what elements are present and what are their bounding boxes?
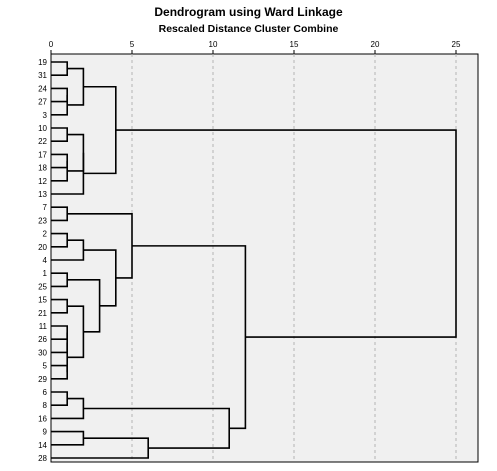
- x-tick-label: 5: [130, 40, 135, 49]
- leaf-label: 29: [38, 375, 47, 384]
- leaf-label: 8: [43, 401, 48, 410]
- dendrogram-links: [51, 61, 457, 459]
- leaf-label: 12: [38, 177, 47, 186]
- x-tick-label: 20: [371, 40, 380, 49]
- leaf-label: 18: [38, 164, 47, 173]
- merge-link: [51, 161, 68, 182]
- leaf-label: 5: [43, 362, 48, 371]
- leaf-label: 22: [38, 137, 47, 146]
- leaf-label: 14: [38, 441, 47, 450]
- leaf-label: 23: [38, 216, 47, 225]
- leaf-label: 21: [38, 309, 47, 318]
- leaf-label: 4: [43, 256, 48, 265]
- merge-link: [115, 129, 457, 338]
- leaf-label: 28: [38, 454, 47, 463]
- x-tick-label: 10: [209, 40, 218, 49]
- merge-link: [51, 95, 68, 116]
- leaf-labels: 19 31 24 27 3 10 22 17 18 12 13 7 23 2 20 4 1 25 15 21 11 26 3…: [38, 58, 47, 463]
- leaf-label: 16: [38, 414, 47, 423]
- leaf-label: 1: [43, 269, 48, 278]
- plot-background: [50, 53, 479, 463]
- leaf-label: 15: [38, 296, 47, 305]
- x-tick-label: 15: [290, 40, 299, 49]
- leaf-label: 2: [43, 230, 48, 239]
- chart-title: Dendrogram using Ward Linkage: [154, 5, 343, 19]
- leaf-label: 26: [38, 335, 47, 344]
- leaf-label: 30: [38, 348, 47, 357]
- x-axis: 0 5 10 15 20 25: [49, 40, 461, 54]
- x-tick-label: 25: [452, 40, 461, 49]
- leaf-label: 11: [39, 322, 48, 331]
- leaf-label: 17: [38, 150, 47, 159]
- merge-link: [51, 152, 85, 195]
- leaf-label: 31: [38, 71, 47, 80]
- leaf-label: 3: [43, 111, 48, 120]
- leaf-label: 13: [38, 190, 47, 199]
- leaf-label: 24: [38, 84, 47, 93]
- leaf-label: 19: [38, 58, 47, 67]
- leaf-label: 6: [43, 388, 48, 397]
- leaf-label: 25: [38, 282, 47, 291]
- leaf-label: 20: [38, 243, 47, 252]
- leaf-label: 27: [38, 98, 47, 107]
- chart-subtitle: Rescaled Distance Cluster Combine: [158, 23, 339, 35]
- leaf-label: 9: [43, 428, 48, 437]
- leaf-label: 10: [38, 124, 47, 133]
- x-tick-label: 0: [49, 40, 54, 49]
- leaf-label: 7: [43, 203, 48, 212]
